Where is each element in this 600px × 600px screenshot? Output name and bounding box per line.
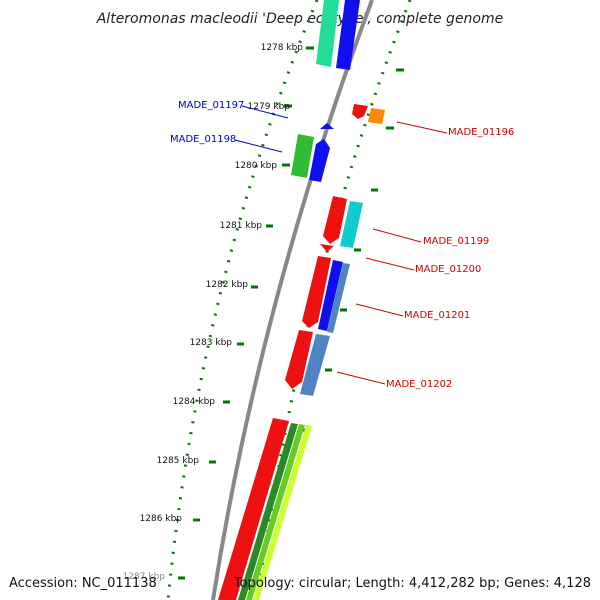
kbp-label-1283: 1283 kbp — [190, 338, 233, 348]
gene-block-blue-top — [336, 0, 360, 70]
gene-block-made01198 — [309, 139, 330, 182]
gene-label-made01197[interactable]: MADE_01197 — [178, 100, 244, 111]
gene-block-lime-bottom — [253, 425, 312, 600]
gene-block-blue-01201 — [318, 260, 343, 331]
right-ring-ticks — [300, 68, 404, 432]
gene-block-made01197 — [320, 123, 334, 129]
gene-block-made01201 — [327, 263, 350, 333]
gene-block-made01200 — [320, 244, 334, 252]
leader-made01199 — [372, 228, 422, 243]
map-title: Alteromonas macleodii 'Deep ecotype', co… — [96, 11, 504, 27]
kbp-label-1287: 1287 kbp — [123, 572, 166, 582]
gene-label-made01198[interactable]: MADE_01198 — [170, 134, 236, 145]
gene-block-made01202 — [300, 334, 330, 396]
leader-made01197 — [241, 105, 289, 119]
gene-label-made01202[interactable]: MADE_01202 — [386, 379, 452, 390]
gene-block-darkgreen-bottom — [238, 423, 298, 600]
kbp-label-1285: 1285 kbp — [157, 456, 200, 466]
accession-text: Accession: NC_011138 — [9, 576, 157, 591]
kbp-tick-marks — [178, 46, 314, 580]
gene-label-made01200[interactable]: MADE_01200 — [415, 264, 481, 275]
gene-block-green-bottom — [246, 424, 305, 600]
kbp-label-1282: 1282 kbp — [206, 280, 249, 290]
kbp-label-1281: 1281 kbp — [220, 221, 263, 231]
outer-dotted-ring-left — [166, 0, 319, 600]
gene-block-made01199 — [340, 201, 363, 248]
leader-made01196 — [396, 121, 448, 134]
leader-made01198 — [234, 139, 283, 153]
gene-features — [218, 0, 385, 600]
leader-made01200 — [365, 257, 415, 271]
gene-block-red-01199 — [323, 196, 347, 244]
kbp-label-1284: 1284 kbp — [173, 397, 216, 407]
leader-made01202 — [336, 371, 386, 385]
gene-label-made01199[interactable]: MADE_01199 — [423, 236, 489, 247]
kbp-labels: 1278 kbp 1279 kbp 1280 kbp 1281 kbp 1282… — [123, 43, 304, 582]
leader-made01201 — [355, 303, 404, 317]
genome-backbone — [211, 0, 374, 600]
gene-label-made01201[interactable]: MADE_01201 — [404, 310, 470, 321]
kbp-label-1286: 1286 kbp — [140, 514, 183, 524]
gene-labels: MADE_01197 MADE_01198 MADE_01196 MADE_01… — [170, 100, 514, 390]
kbp-label-1279: 1279 kbp — [248, 102, 291, 112]
kbp-label-1280: 1280 kbp — [235, 161, 278, 171]
gene-block-orange — [368, 108, 385, 124]
gene-block-red-small — [352, 104, 368, 119]
gene-block-green-01198 — [291, 134, 314, 178]
gene-block-red-01202 — [285, 330, 313, 389]
gene-block-red-01201 — [302, 256, 331, 328]
topology-text: Topology: circular; Length: 4,412,282 bp… — [233, 576, 591, 591]
gene-block-red-bottom — [218, 418, 289, 600]
gene-block-teal-top — [316, 0, 339, 67]
kbp-label-1278: 1278 kbp — [261, 43, 304, 53]
gene-label-made01196[interactable]: MADE_01196 — [448, 127, 514, 138]
label-leader-lines — [234, 105, 448, 385]
